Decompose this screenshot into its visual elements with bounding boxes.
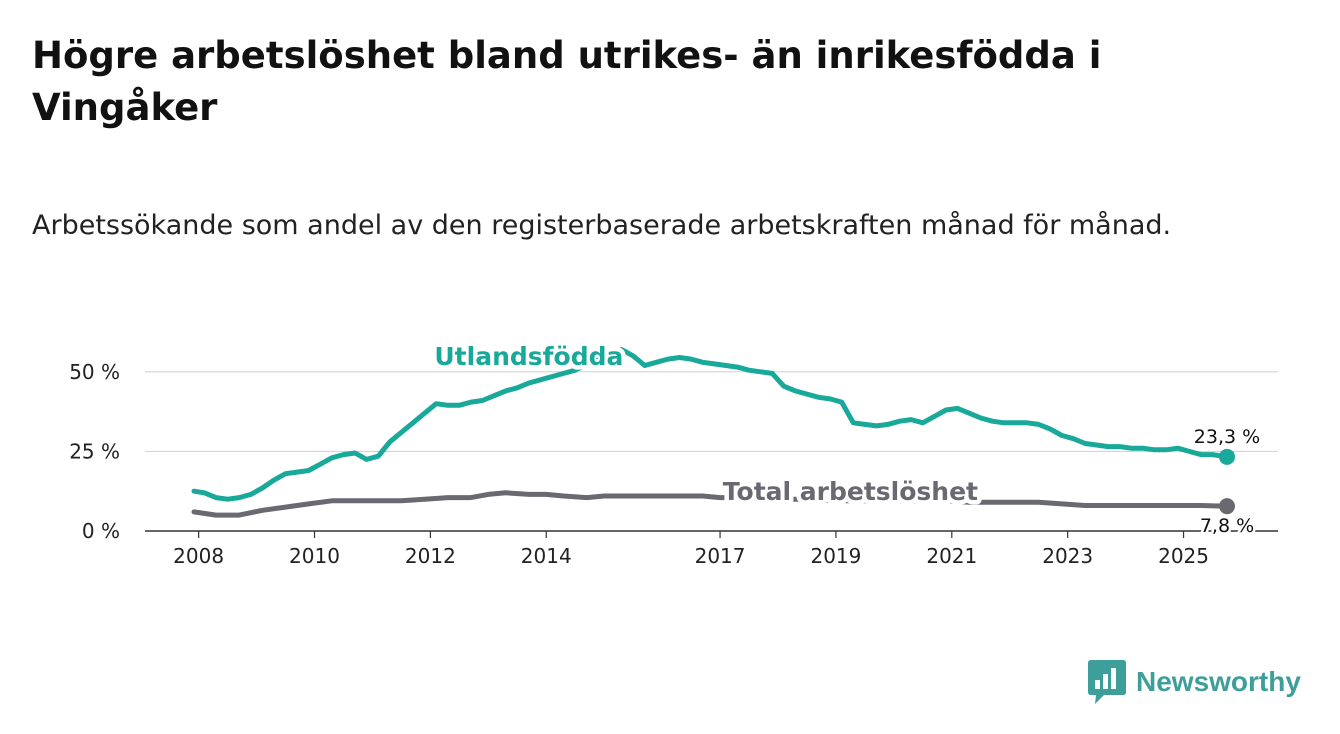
x-tick-label: 2019: [810, 544, 861, 568]
x-tick-label: 2010: [289, 544, 340, 568]
end-value-label: 7,8 %: [1200, 515, 1254, 537]
series-line-total: [191, 490, 1230, 518]
y-tick-label: 50 %: [69, 360, 120, 384]
series-name-label: Total arbetslöshet: [723, 477, 978, 506]
line-chart: 0 % 25 % 50 % 2008 2010 2012 2014 2017 2019 2021 2…: [69, 337, 1278, 568]
y-tick-label: 25 %: [69, 439, 120, 463]
series-end-point: [1219, 498, 1235, 515]
x-tick-label: 2023: [1042, 544, 1093, 568]
x-tick-label: 2025: [1158, 544, 1209, 568]
x-tick-label: 2012: [405, 544, 456, 568]
series-end-point: [1219, 448, 1235, 465]
chart-title: Högre arbetslöshet bland utrikes- än inr…: [32, 34, 1102, 129]
end-value-label: 23,3 %: [1194, 426, 1260, 448]
bar-chart-bubble-icon: [1088, 660, 1126, 704]
chart-subtitle: Arbetssökande som andel av den registerb…: [32, 210, 1172, 241]
x-tick-label: 2008: [173, 544, 224, 568]
brand-name: Newsworthy: [1136, 666, 1301, 697]
x-tick-label: 2017: [695, 544, 746, 568]
x-tick-label: 2014: [521, 544, 572, 568]
y-tick-label: 0 %: [82, 519, 120, 543]
series-name-label: Utlandsfödda: [434, 342, 623, 371]
series-line-utlandsfodda: [191, 347, 1230, 502]
x-tick-label: 2021: [926, 544, 977, 568]
newsworthy-logo: Newsworthy: [1088, 660, 1301, 704]
